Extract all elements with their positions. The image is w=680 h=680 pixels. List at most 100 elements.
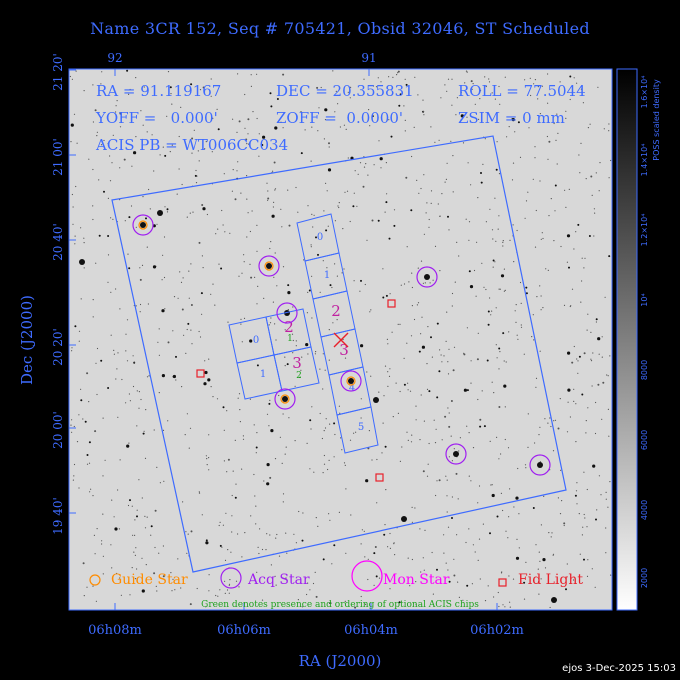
- background-star: [312, 226, 314, 228]
- background-star: [407, 382, 409, 384]
- background-star: [158, 392, 160, 394]
- background-star: [142, 432, 145, 435]
- background-star: [199, 336, 202, 338]
- background-star: [367, 558, 369, 560]
- background-star: [544, 418, 546, 420]
- background-star: [346, 190, 349, 192]
- background-star: [204, 370, 208, 375]
- background-star: [547, 158, 549, 160]
- background-star: [558, 94, 561, 96]
- background-star: [591, 568, 593, 570]
- background-star: [236, 170, 238, 172]
- background-star: [596, 509, 598, 511]
- background-star: [172, 578, 174, 581]
- background-star: [187, 533, 189, 535]
- background-star: [548, 215, 550, 217]
- background-star: [171, 590, 173, 592]
- background-star: [512, 578, 515, 580]
- background-star: [201, 313, 203, 315]
- background-star: [216, 398, 219, 400]
- background-star: [446, 162, 448, 164]
- background-star: [468, 432, 470, 434]
- background-star: [403, 383, 406, 386]
- background-star: [529, 77, 531, 79]
- background-star: [274, 252, 276, 254]
- background-star: [355, 431, 357, 433]
- background-star: [414, 507, 416, 509]
- background-star: [549, 417, 551, 419]
- background-star: [334, 111, 336, 113]
- background-star: [226, 471, 228, 473]
- background-star: [287, 189, 289, 191]
- background-star: [445, 475, 447, 477]
- background-star: [139, 303, 142, 306]
- background-star: [92, 121, 94, 123]
- background-star: [605, 552, 607, 554]
- background-star: [495, 240, 497, 242]
- background-star: [118, 528, 120, 530]
- i-chip-green-label: 2: [296, 371, 302, 381]
- background-star: [370, 309, 372, 311]
- background-star: [220, 267, 223, 270]
- background-star: [210, 95, 212, 97]
- background-star: [525, 200, 528, 202]
- background-star: [389, 588, 391, 590]
- background-star: [555, 139, 557, 141]
- background-star: [327, 168, 332, 172]
- background-star: [153, 572, 156, 575]
- background-star: [163, 236, 166, 238]
- background-star: [238, 275, 240, 277]
- background-star: [515, 556, 520, 560]
- background-star: [225, 512, 227, 514]
- background-star: [110, 217, 112, 219]
- background-star: [266, 482, 270, 486]
- background-star: [520, 324, 522, 326]
- background-star: [164, 206, 166, 208]
- background-star: [102, 513, 104, 515]
- background-star: [178, 168, 180, 170]
- background-star: [281, 226, 283, 228]
- background-star: [206, 464, 208, 466]
- background-star: [524, 217, 526, 219]
- background-star: [426, 202, 428, 204]
- background-star: [443, 552, 445, 554]
- background-star: [446, 511, 448, 513]
- background-star: [609, 481, 611, 483]
- background-star: [258, 133, 260, 135]
- background-star: [563, 524, 565, 527]
- background-star: [345, 128, 347, 130]
- background-star: [538, 551, 540, 553]
- background-star: [274, 458, 277, 460]
- background-star: [269, 322, 272, 324]
- background-star: [261, 144, 264, 146]
- background-star: [459, 437, 461, 439]
- background-star: [107, 197, 109, 199]
- background-star: [601, 418, 603, 420]
- background-star: [158, 328, 160, 330]
- background-star: [441, 361, 443, 363]
- background-star: [559, 81, 561, 83]
- bottom-tick-label: 06h08m: [88, 623, 142, 638]
- background-star: [359, 162, 362, 164]
- background-star: [595, 318, 598, 321]
- background-star: [390, 135, 393, 138]
- background-star: [495, 307, 497, 309]
- background-star: [286, 363, 289, 366]
- background-star: [445, 340, 447, 342]
- background-star: [436, 396, 439, 399]
- background-star: [404, 78, 406, 80]
- background-star: [373, 164, 375, 166]
- background-star: [411, 521, 413, 523]
- background-star: [550, 536, 552, 538]
- background-star: [234, 439, 236, 441]
- background-star: [426, 363, 428, 365]
- background-star: [511, 179, 514, 181]
- acis-pb-text: ACIS PB = WT006CC034: [95, 136, 288, 154]
- background-star: [439, 349, 441, 351]
- background-star: [269, 534, 271, 536]
- s-chip-label: 0: [317, 232, 323, 243]
- background-star: [282, 413, 284, 415]
- background-star: [563, 522, 566, 525]
- background-star: [502, 332, 504, 335]
- background-star: [203, 382, 207, 386]
